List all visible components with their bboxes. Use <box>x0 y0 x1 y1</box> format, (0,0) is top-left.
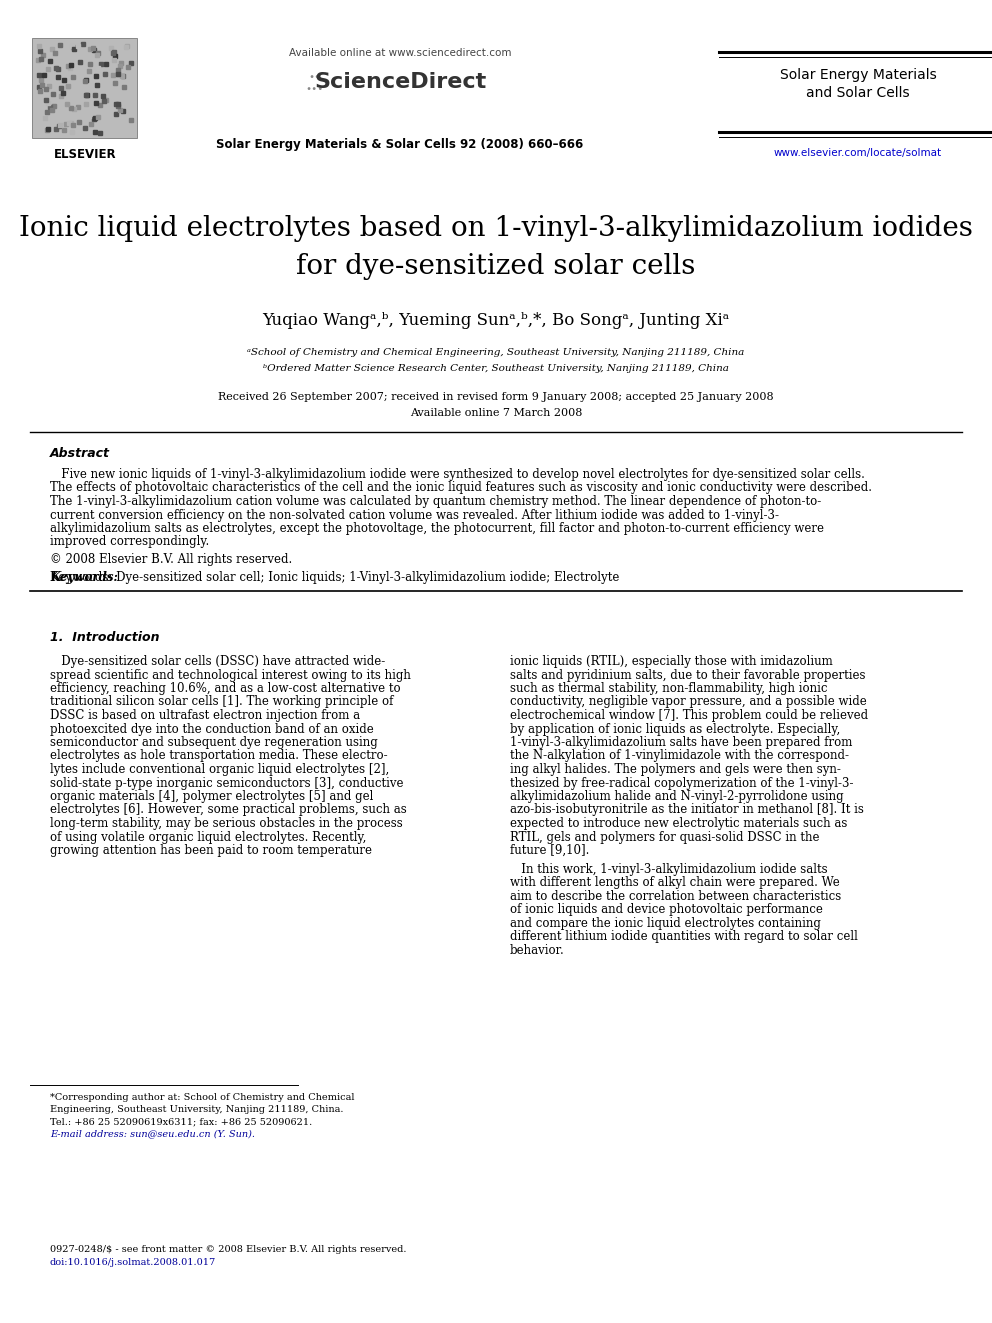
Text: and compare the ionic liquid electrolytes containing: and compare the ionic liquid electrolyte… <box>510 917 820 930</box>
Text: long-term stability, may be serious obstacles in the process: long-term stability, may be serious obst… <box>50 818 403 830</box>
Text: organic materials [4], polymer electrolytes [5] and gel: organic materials [4], polymer electroly… <box>50 790 373 803</box>
Text: 0927-0248/$ - see front matter © 2008 Elsevier B.V. All rights reserved.: 0927-0248/$ - see front matter © 2008 El… <box>50 1245 407 1254</box>
Text: by application of ionic liquids as electrolyte. Especially,: by application of ionic liquids as elect… <box>510 722 840 736</box>
Text: salts and pyridinium salts, due to their favorable properties: salts and pyridinium salts, due to their… <box>510 668 865 681</box>
Text: Available online at www.sciencedirect.com: Available online at www.sciencedirect.co… <box>289 48 511 58</box>
Text: © 2008 Elsevier B.V. All rights reserved.: © 2008 Elsevier B.V. All rights reserved… <box>50 553 293 566</box>
Text: alkylimidazolium halide and N-vinyl-2-pyrrolidone using: alkylimidazolium halide and N-vinyl-2-py… <box>510 790 843 803</box>
Text: www.elsevier.com/locate/solmat: www.elsevier.com/locate/solmat <box>774 148 942 157</box>
Text: doi:10.1016/j.solmat.2008.01.017: doi:10.1016/j.solmat.2008.01.017 <box>50 1258 216 1267</box>
Text: behavior.: behavior. <box>510 943 564 957</box>
Text: and Solar Cells: and Solar Cells <box>806 86 910 101</box>
Text: *Corresponding author at: School of Chemistry and Chemical: *Corresponding author at: School of Chem… <box>50 1093 354 1102</box>
Text: 1-vinyl-3-alkylimidazolium salts have been prepared from: 1-vinyl-3-alkylimidazolium salts have be… <box>510 736 852 749</box>
Text: aim to describe the correlation between characteristics: aim to describe the correlation between … <box>510 890 841 902</box>
Text: E-mail address: sun@seu.edu.cn (Y. Sun).: E-mail address: sun@seu.edu.cn (Y. Sun). <box>50 1129 255 1138</box>
Text: Keywords: Dye-sensitized solar cell; Ionic liquids; 1-Vinyl-3-alkylimidazolium i: Keywords: Dye-sensitized solar cell; Ion… <box>50 572 619 583</box>
Text: thesized by free-radical copolymerization of the 1-vinyl-3-: thesized by free-radical copolymerizatio… <box>510 777 853 790</box>
Text: The effects of photovoltaic characteristics of the cell and the ionic liquid fea: The effects of photovoltaic characterist… <box>50 482 872 495</box>
Text: expected to introduce new electrolytic materials such as: expected to introduce new electrolytic m… <box>510 818 847 830</box>
Text: ScienceDirect: ScienceDirect <box>313 71 486 93</box>
Text: azo-bis-isobutyronitrile as the initiator in methanol [8]. It is: azo-bis-isobutyronitrile as the initiato… <box>510 803 864 816</box>
Text: the N-alkylation of 1-vinylimidazole with the correspond-: the N-alkylation of 1-vinylimidazole wit… <box>510 750 849 762</box>
Text: DSSC is based on ultrafast electron injection from a: DSSC is based on ultrafast electron inje… <box>50 709 360 722</box>
Text: spread scientific and technological interest owing to its high: spread scientific and technological inte… <box>50 668 411 681</box>
Text: Solar Energy Materials: Solar Energy Materials <box>780 67 936 82</box>
Text: 1.  Introduction: 1. Introduction <box>50 631 160 644</box>
Text: of using volatile organic liquid electrolytes. Recently,: of using volatile organic liquid electro… <box>50 831 366 844</box>
Text: ELSEVIER: ELSEVIER <box>54 148 116 161</box>
Text: alkylimidazolium salts as electrolytes, except the photovoltage, the photocurren: alkylimidazolium salts as electrolytes, … <box>50 523 824 534</box>
Text: with different lengths of alkyl chain were prepared. We: with different lengths of alkyl chain we… <box>510 876 840 889</box>
Text: In this work, 1-vinyl-3-alkylimidazolium iodide salts: In this work, 1-vinyl-3-alkylimidazolium… <box>510 863 827 876</box>
Text: electrochemical window [7]. This problem could be relieved: electrochemical window [7]. This problem… <box>510 709 868 722</box>
Text: such as thermal stability, non-flammability, high ionic: such as thermal stability, non-flammabil… <box>510 681 827 695</box>
Text: different lithium iodide quantities with regard to solar cell: different lithium iodide quantities with… <box>510 930 858 943</box>
Text: ing alkyl halides. The polymers and gels were then syn-: ing alkyl halides. The polymers and gels… <box>510 763 841 777</box>
Text: Ionic liquid electrolytes based on 1-vinyl-3-alkylimidazolium iodides: Ionic liquid electrolytes based on 1-vin… <box>19 216 973 242</box>
Text: improved correspondingly.: improved correspondingly. <box>50 536 209 549</box>
Text: growing attention has been paid to room temperature: growing attention has been paid to room … <box>50 844 372 857</box>
Text: Available online 7 March 2008: Available online 7 March 2008 <box>410 407 582 418</box>
Text: current conversion efficiency on the non-solvated cation volume was revealed. Af: current conversion efficiency on the non… <box>50 508 779 521</box>
Text: for dye-sensitized solar cells: for dye-sensitized solar cells <box>297 253 695 280</box>
Text: The 1-vinyl-3-alkylimidazolium cation volume was calculated by quantum chemistry: The 1-vinyl-3-alkylimidazolium cation vo… <box>50 495 821 508</box>
Text: semiconductor and subsequent dye regeneration using: semiconductor and subsequent dye regener… <box>50 736 378 749</box>
Text: RTIL, gels and polymers for quasi-solid DSSC in the: RTIL, gels and polymers for quasi-solid … <box>510 831 819 844</box>
Text: solid-state p-type inorganic semiconductors [3], conductive: solid-state p-type inorganic semiconduct… <box>50 777 404 790</box>
Text: Solar Energy Materials & Solar Cells 92 (2008) 660–666: Solar Energy Materials & Solar Cells 92 … <box>216 138 583 151</box>
Text: conductivity, negligible vapor pressure, and a possible wide: conductivity, negligible vapor pressure,… <box>510 696 867 709</box>
Bar <box>32 38 137 138</box>
Text: Engineering, Southeast University, Nanjing 211189, China.: Engineering, Southeast University, Nanji… <box>50 1105 343 1114</box>
Text: Five new ionic liquids of 1-vinyl-3-alkylimidazolium iodide were synthesized to : Five new ionic liquids of 1-vinyl-3-alky… <box>50 468 865 482</box>
Text: Keywords:: Keywords: <box>50 572 118 583</box>
Text: electrolytes as hole transportation media. These electro-: electrolytes as hole transportation medi… <box>50 750 388 762</box>
Text: Tel.: +86 25 52090619x6311; fax: +86 25 52090621.: Tel.: +86 25 52090619x6311; fax: +86 25 … <box>50 1117 312 1126</box>
Text: of ionic liquids and device photovoltaic performance: of ionic liquids and device photovoltaic… <box>510 904 823 917</box>
Text: ᵃSchool of Chemistry and Chemical Engineering, Southeast University, Nanjing 211: ᵃSchool of Chemistry and Chemical Engine… <box>247 348 745 357</box>
Text: Yuqiao Wangᵃ,ᵇ, Yueming Sunᵃ,ᵇ,*, Bo Songᵃ, Junting Xiᵃ: Yuqiao Wangᵃ,ᵇ, Yueming Sunᵃ,ᵇ,*, Bo Son… <box>263 312 729 329</box>
Text: electrolytes [6]. However, some practical problems, such as: electrolytes [6]. However, some practica… <box>50 803 407 816</box>
Text: traditional silicon solar cells [1]. The working principle of: traditional silicon solar cells [1]. The… <box>50 696 394 709</box>
Text: photoexcited dye into the conduction band of an oxide: photoexcited dye into the conduction ban… <box>50 722 374 736</box>
Text: Dye-sensitized solar cells (DSSC) have attracted wide-: Dye-sensitized solar cells (DSSC) have a… <box>50 655 385 668</box>
Text: ᵇOrdered Matter Science Research Center, Southeast University, Nanjing 211189, C: ᵇOrdered Matter Science Research Center,… <box>263 364 729 373</box>
Text: Received 26 September 2007; received in revised form 9 January 2008; accepted 25: Received 26 September 2007; received in … <box>218 392 774 402</box>
Text: ionic liquids (RTIL), especially those with imidazolium: ionic liquids (RTIL), especially those w… <box>510 655 832 668</box>
Text: lytes include conventional organic liquid electrolytes [2],: lytes include conventional organic liqui… <box>50 763 389 777</box>
Text: ∙∙
∙∙∙: ∙∙ ∙∙∙ <box>306 71 324 94</box>
Text: efficiency, reaching 10.6%, and as a low-cost alternative to: efficiency, reaching 10.6%, and as a low… <box>50 681 401 695</box>
Text: Abstract: Abstract <box>50 447 110 460</box>
Text: future [9,10].: future [9,10]. <box>510 844 589 857</box>
